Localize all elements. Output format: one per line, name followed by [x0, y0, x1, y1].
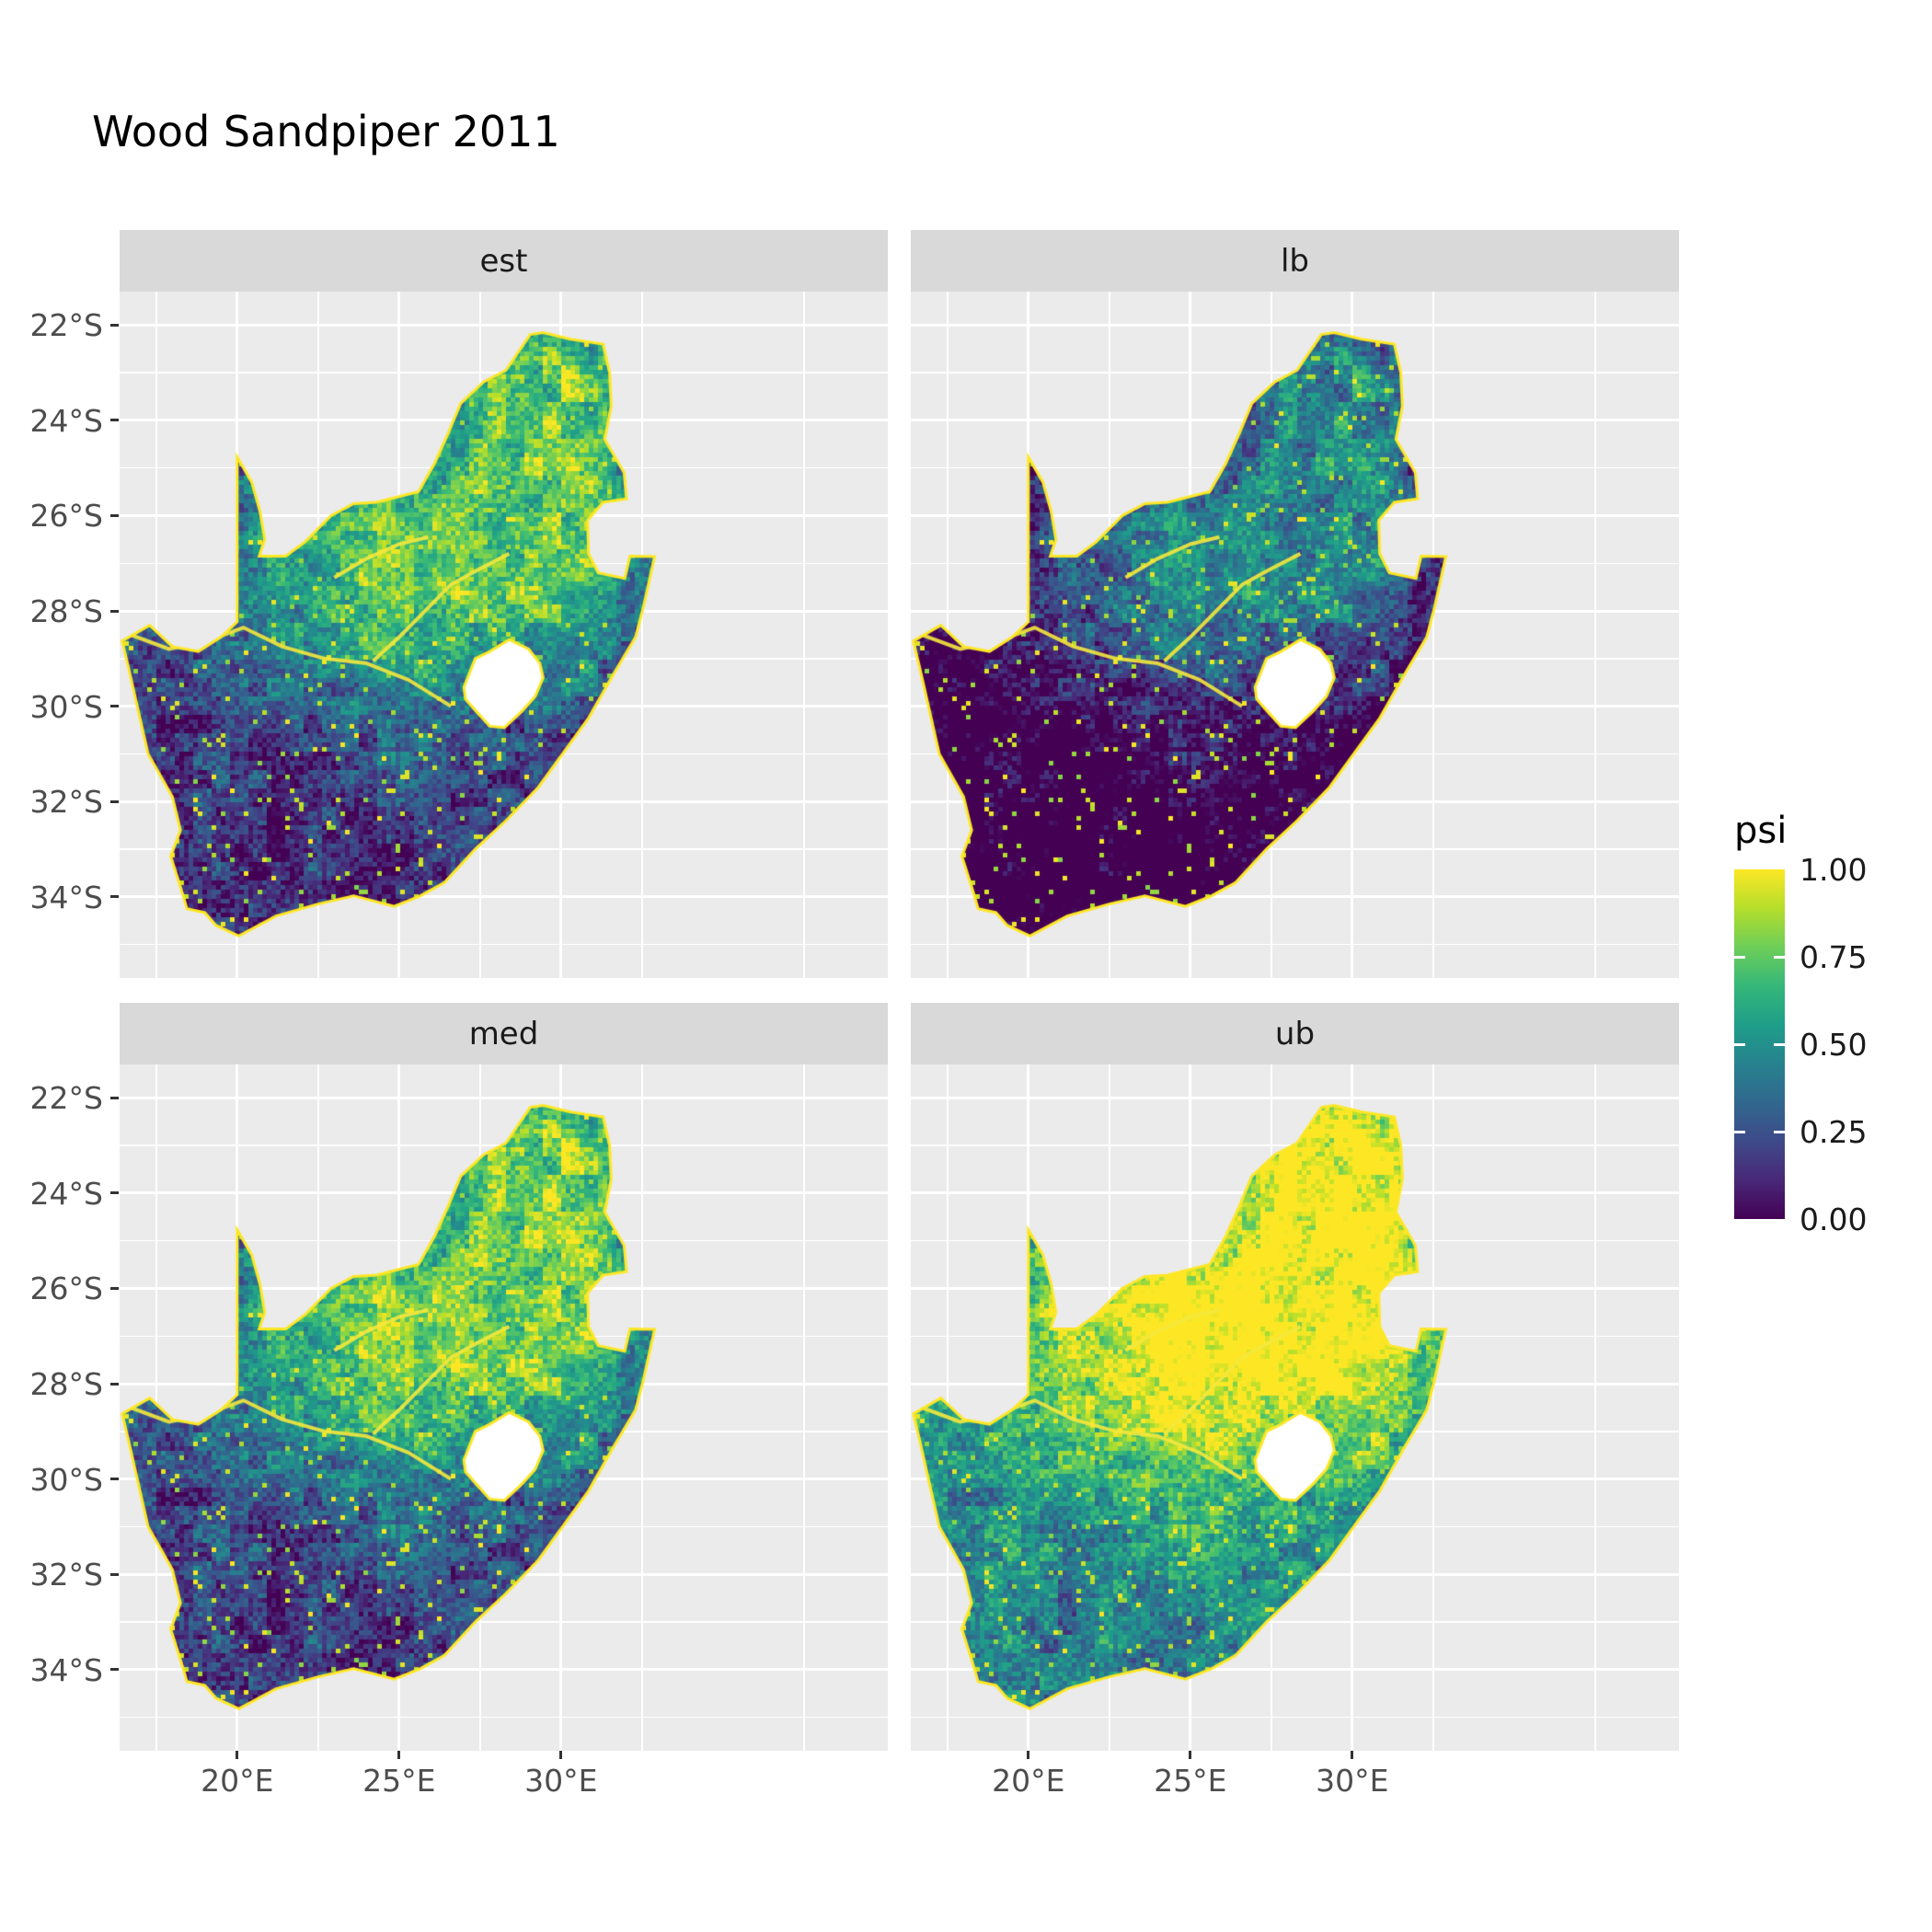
- colorbar-tick: [1734, 1042, 1745, 1046]
- y-tick-mark: [110, 609, 119, 613]
- legend-tick-label: 0.75: [1800, 939, 1868, 975]
- x-tick-mark: [1027, 1751, 1030, 1759]
- map-raster-lb: [911, 292, 1679, 978]
- colorbar-tick: [1734, 955, 1745, 959]
- map-raster-est: [120, 292, 888, 978]
- facet-strip-est: est: [120, 230, 888, 292]
- y-tick-label: 30°S: [29, 1461, 103, 1498]
- facet-label-est: est: [479, 242, 528, 280]
- y-tick-label: 26°S: [29, 1271, 103, 1307]
- x-tick-label: 20°E: [201, 1763, 274, 1799]
- x-tick-mark: [236, 1751, 239, 1759]
- y-tick-label: 24°S: [29, 1175, 103, 1212]
- y-tick-label: 22°S: [29, 307, 103, 344]
- y-tick-mark: [110, 1478, 119, 1481]
- y-tick-label: 32°S: [29, 1557, 103, 1593]
- x-tick-label: 30°E: [524, 1763, 598, 1799]
- x-tick-label: 30°E: [1316, 1763, 1389, 1799]
- y-tick-label: 28°S: [29, 1366, 103, 1403]
- facet-strip-ub: ub: [911, 1003, 1679, 1064]
- y-tick-mark: [110, 705, 119, 708]
- x-tick-label: 25°E: [362, 1763, 436, 1799]
- map-raster-med: [120, 1064, 888, 1751]
- facet-label-lb: lb: [1280, 242, 1310, 280]
- legend-tick-label: 0.50: [1800, 1027, 1868, 1063]
- y-tick-mark: [110, 895, 119, 899]
- y-tick-mark: [110, 513, 119, 517]
- x-tick-label: 20°E: [992, 1763, 1065, 1799]
- colorbar-tick: [1734, 1130, 1745, 1133]
- facet-panel-ub: [911, 1064, 1679, 1751]
- facet-label-med: med: [468, 1015, 539, 1052]
- colorbar-tick: [1774, 1042, 1785, 1046]
- colorbar-tick: [1774, 955, 1785, 959]
- y-tick-mark: [110, 323, 119, 327]
- y-tick-mark: [110, 1382, 119, 1386]
- x-tick-mark: [559, 1751, 563, 1759]
- facet-panel-med: [120, 1064, 888, 1751]
- facet-panel-lb: [911, 292, 1679, 978]
- y-tick-label: 28°S: [29, 593, 103, 630]
- y-tick-mark: [110, 1668, 119, 1672]
- facet-strip-med: med: [120, 1003, 888, 1064]
- map-raster-ub: [911, 1064, 1679, 1751]
- y-tick-label: 30°S: [29, 688, 103, 725]
- y-tick-mark: [110, 419, 119, 422]
- y-tick-mark: [110, 1572, 119, 1576]
- legend-tick-label: 0.00: [1800, 1202, 1868, 1237]
- y-tick-label: 22°S: [29, 1080, 103, 1117]
- y-tick-label: 34°S: [29, 1651, 103, 1688]
- x-tick-mark: [397, 1751, 401, 1759]
- colorbar-tick: [1774, 1130, 1785, 1133]
- y-tick-label: 26°S: [29, 498, 103, 535]
- legend-tick-label: 1.00: [1800, 852, 1868, 888]
- legend-tick-label: 0.25: [1800, 1114, 1868, 1150]
- y-tick-mark: [110, 799, 119, 803]
- legend-title: psi: [1734, 810, 1788, 852]
- y-tick-label: 32°S: [29, 784, 103, 821]
- y-tick-mark: [110, 1096, 119, 1099]
- plot-title: Wood Sandpiper 2011: [92, 107, 560, 156]
- y-tick-label: 24°S: [29, 402, 103, 439]
- x-tick-label: 25°E: [1154, 1763, 1227, 1799]
- y-tick-label: 34°S: [29, 879, 103, 915]
- y-tick-mark: [110, 1191, 119, 1195]
- x-tick-mark: [1351, 1751, 1354, 1759]
- y-tick-mark: [110, 1286, 119, 1290]
- facet-panel-est: [120, 292, 888, 978]
- facet-label-ub: ub: [1274, 1015, 1316, 1052]
- legend: psi 1.00 0.75 0.50 0.25 0.00: [1734, 810, 1932, 1270]
- x-tick-mark: [1189, 1751, 1192, 1759]
- facet-strip-lb: lb: [911, 230, 1679, 292]
